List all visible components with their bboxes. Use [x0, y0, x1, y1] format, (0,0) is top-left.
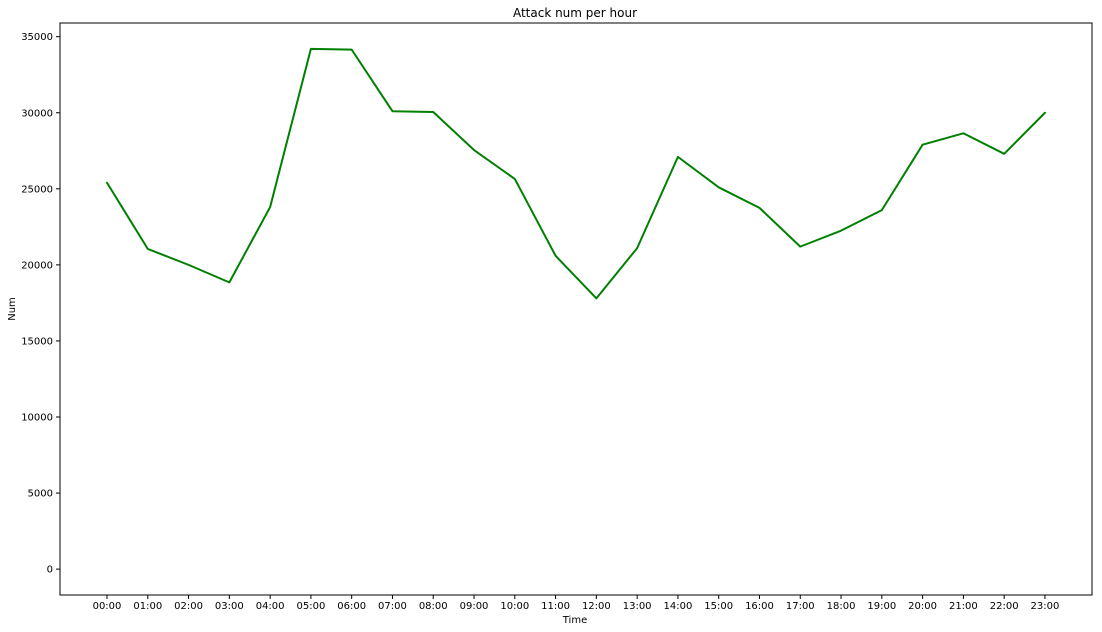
y-axis-label: Num [7, 297, 18, 321]
x-tick-label: 17:00 [786, 601, 815, 612]
x-tick-label: 10:00 [500, 601, 529, 612]
x-tick-label: 12:00 [582, 601, 611, 612]
x-axis: 00:00 01:00 02:00 03:00 04:00 05:00 06:00 07:00… [93, 595, 1060, 612]
x-tick-label: 09:00 [460, 601, 489, 612]
x-tick-label: 13:00 [623, 601, 652, 612]
y-tick-label: 10000 [21, 413, 53, 424]
y-tick-label: 30000 [21, 108, 53, 119]
x-tick-label: 03:00 [215, 601, 244, 612]
x-tick-label: 05:00 [296, 601, 325, 612]
x-tick-label: 07:00 [378, 601, 407, 612]
x-tick-label: 11:00 [541, 601, 570, 612]
x-tick-label: 01:00 [133, 601, 162, 612]
y-tick-label: 20000 [21, 260, 53, 271]
x-tick-label: 22:00 [990, 601, 1019, 612]
y-tick-label: 35000 [21, 32, 53, 43]
y-tick-label: 15000 [21, 336, 53, 347]
chart-title: Attack num per hour [513, 6, 637, 20]
x-tick-label: 00:00 [93, 601, 122, 612]
x-tick-label: 23:00 [1031, 601, 1060, 612]
x-tick-label: 21:00 [949, 601, 978, 612]
y-tick-label: 25000 [21, 184, 53, 195]
x-axis-label: Time [562, 615, 587, 626]
y-tick-label: 5000 [28, 489, 53, 500]
x-tick-label: 06:00 [337, 601, 366, 612]
x-tick-label: 20:00 [908, 601, 937, 612]
plot-area-frame [59, 22, 1093, 596]
x-tick-label: 02:00 [174, 601, 203, 612]
y-axis: 0 5000 10000 15000 20000 25000 30000 35000 [21, 32, 60, 576]
x-tick-label: 16:00 [745, 601, 774, 612]
x-tick-label: 19:00 [867, 601, 896, 612]
x-tick-label: 15:00 [704, 601, 733, 612]
attack-count-line [106, 47, 1046, 300]
x-tick-label: 18:00 [827, 601, 856, 612]
y-tick-label: 0 [47, 565, 53, 576]
x-tick-label: 14:00 [664, 601, 693, 612]
x-tick-label: 04:00 [256, 601, 285, 612]
x-tick-label: 08:00 [419, 601, 448, 612]
